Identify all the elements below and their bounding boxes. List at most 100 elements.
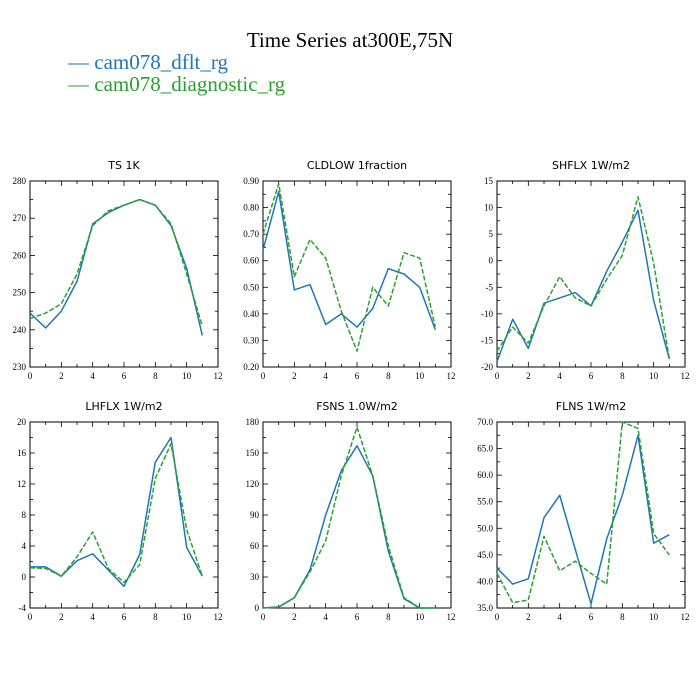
series-line-diagnostic <box>262 182 437 352</box>
y-tick-label: 50.0 <box>477 523 493 533</box>
y-tick-label: -20 <box>481 362 493 372</box>
series-line-dflt <box>262 445 436 609</box>
x-tick-label: 12 <box>447 612 456 622</box>
y-tick-label: 180 <box>246 417 260 427</box>
x-tick-label: 6 <box>122 371 127 381</box>
x-tick-label: 6 <box>355 612 360 622</box>
x-tick-label: 0 <box>495 612 500 622</box>
y-tick-label: -4 <box>19 603 27 613</box>
panel-title: LHFLX 1W/m2 <box>85 400 162 413</box>
plot-frame <box>29 180 219 368</box>
x-tick-label: 4 <box>323 371 328 381</box>
y-tick-label: -10 <box>481 309 493 319</box>
x-tick-label: 10 <box>415 612 425 622</box>
x-tick-label: 8 <box>153 371 158 381</box>
x-tick-label: 4 <box>90 371 95 381</box>
x-tick-label: 6 <box>589 371 594 381</box>
plot-frame <box>29 421 219 609</box>
figure-title: Time Series at300E,75N <box>246 28 454 52</box>
legend-entry-dflt: — cam078_dflt_rg <box>68 50 229 74</box>
y-tick-label: 150 <box>246 448 260 458</box>
x-tick-label: 0 <box>28 612 33 622</box>
x-tick-label: 10 <box>182 612 192 622</box>
panel-title: TS 1K <box>107 159 140 172</box>
y-tick-label: 0 <box>489 256 494 266</box>
y-tick-label: 70.0 <box>477 417 493 427</box>
y-tick-label: 230 <box>13 362 27 372</box>
x-tick-label: 12 <box>214 371 223 381</box>
panel-3: SHFLX 1W/m2 0 2 4 6 8 10 12 -20 -15 -10 -5 0 5 10 15 <box>481 159 690 381</box>
y-tick-label: 60 <box>250 541 260 551</box>
x-tick-label: 6 <box>589 612 594 622</box>
x-tick-label: 4 <box>323 612 328 622</box>
y-tick-label: 250 <box>13 288 27 298</box>
x-tick-label: 12 <box>681 371 690 381</box>
x-tick-label: 12 <box>447 371 456 381</box>
y-tick-label: 0.20 <box>243 362 259 372</box>
series-line-dflt <box>29 198 204 336</box>
x-tick-label: 8 <box>153 612 158 622</box>
x-tick-label: 2 <box>526 371 531 381</box>
panel-2: CLDLOW 1fraction 0 2 4 6 8 10 12 0.20 0.30 0.40 0.5… <box>243 159 455 381</box>
panel-title: FSNS 1.0W/m2 <box>316 400 398 413</box>
x-tick-label: 2 <box>59 371 64 381</box>
series-line-diagnostic <box>29 198 204 327</box>
y-tick-label: 40.0 <box>477 576 493 586</box>
y-tick-label: 260 <box>13 250 27 260</box>
x-tick-label: 8 <box>620 612 625 622</box>
panel-title: SHFLX 1W/m2 <box>552 159 630 172</box>
y-tick-label: 0.50 <box>243 282 259 292</box>
y-tick-label: 30 <box>250 572 260 582</box>
y-tick-label: 0.40 <box>243 309 259 319</box>
x-tick-label: 0 <box>261 371 266 381</box>
series-line-dflt <box>262 190 437 331</box>
y-tick-label: 5 <box>489 229 494 239</box>
panel-6: FLNS 1W/m2 0 2 4 6 8 10 12 35.0 40.0 45.0 50.0 55.0 6… <box>477 400 689 622</box>
y-tick-label: 120 <box>246 479 260 489</box>
series-line-dflt <box>30 436 203 588</box>
x-tick-label: 12 <box>214 612 223 622</box>
y-tick-label: -15 <box>481 335 493 345</box>
y-tick-label: 0 <box>255 603 260 613</box>
x-tick-label: 10 <box>649 612 659 622</box>
x-tick-label: 8 <box>386 371 391 381</box>
y-tick-label: 16 <box>17 448 27 458</box>
x-tick-label: 10 <box>649 371 659 381</box>
x-tick-label: 2 <box>292 612 297 622</box>
series-line-diagnostic <box>496 421 670 604</box>
plot-frame <box>262 421 452 609</box>
x-tick-label: 2 <box>59 612 64 622</box>
series-line-dflt <box>496 434 670 605</box>
series-line-dflt <box>496 209 671 362</box>
x-tick-label: 4 <box>557 371 562 381</box>
x-tick-label: 4 <box>90 612 95 622</box>
x-tick-label: 10 <box>415 371 425 381</box>
x-tick-label: 4 <box>557 612 562 622</box>
x-tick-label: 12 <box>681 612 690 622</box>
x-tick-label: 10 <box>182 371 192 381</box>
y-tick-label: 12 <box>17 479 26 489</box>
y-tick-label: 0.90 <box>243 176 259 186</box>
panel-title: CLDLOW 1fraction <box>307 159 407 172</box>
x-tick-label: 0 <box>261 612 266 622</box>
y-tick-label: 240 <box>13 325 27 335</box>
x-tick-label: 2 <box>292 371 297 381</box>
y-tick-label: 10 <box>484 203 494 213</box>
x-tick-label: 8 <box>386 612 391 622</box>
y-tick-label: 65.0 <box>477 444 493 454</box>
y-tick-label: 280 <box>13 176 27 186</box>
panel-title: FLNS 1W/m2 <box>556 400 626 413</box>
series-line-diagnostic <box>496 196 671 360</box>
x-tick-label: 2 <box>526 612 531 622</box>
series-line-diagnostic <box>262 426 436 609</box>
x-tick-label: 6 <box>355 371 360 381</box>
y-tick-label: 0.80 <box>243 203 259 213</box>
y-tick-label: 0.60 <box>243 256 259 266</box>
y-tick-label: 15 <box>484 176 494 186</box>
y-tick-label: 35.0 <box>477 603 493 613</box>
y-tick-label: 0 <box>22 572 27 582</box>
series-line-diagnostic <box>29 442 204 584</box>
